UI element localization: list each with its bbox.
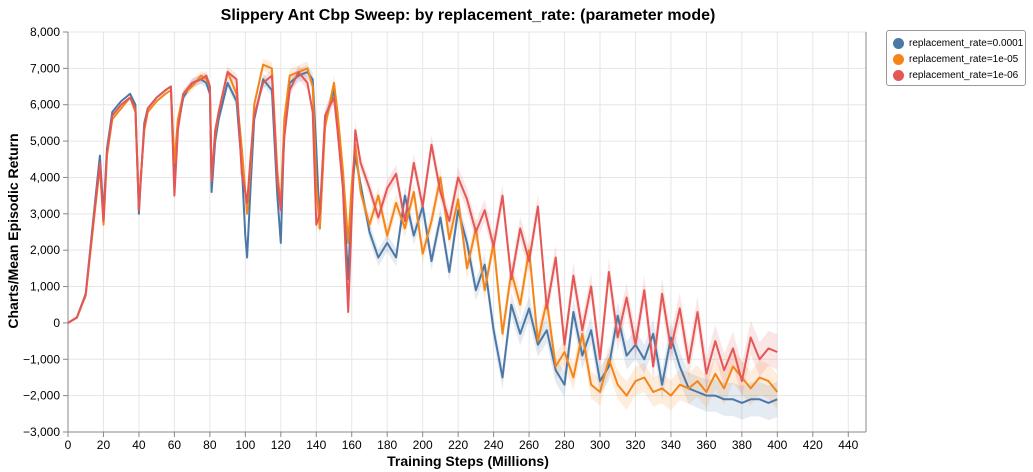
legend-label: replacement_rate=1e-06 (909, 69, 1019, 81)
x-axis-title: Training Steps (Millions) (387, 453, 549, 469)
x-tick-label: 0 (65, 438, 72, 452)
x-tick-label: 60 (168, 438, 182, 452)
legend-item[interactable]: replacement_rate=1e-06 (893, 67, 1018, 83)
y-tick-label: −3,000 (23, 425, 60, 439)
x-tick-label: 200 (413, 438, 433, 452)
x-tick-label: 40 (132, 438, 146, 452)
y-tick-label: 2,000 (30, 243, 60, 257)
x-tick-label: 320 (625, 438, 645, 452)
x-tick-label: 180 (377, 438, 397, 452)
x-tick-label: 340 (661, 438, 681, 452)
y-tick-label: 6,000 (30, 98, 60, 112)
x-tick-label: 220 (448, 438, 468, 452)
legend: replacement_rate=0.0001 replacement_rate… (886, 30, 1026, 86)
legend-swatch (893, 53, 904, 65)
x-tick-label: 360 (696, 438, 716, 452)
x-tick-label: 440 (838, 438, 858, 452)
axes: 0 20 40 60 80 100 120 140 160 180 200 220 240 260 280 3… (23, 25, 867, 452)
legend-item[interactable]: replacement_rate=0.0001 (893, 35, 1023, 51)
y-tick-label: 3,000 (30, 207, 60, 221)
x-tick-label: 240 (484, 438, 504, 452)
y-axis-title: Charts/Mean Episodic Return (5, 133, 21, 328)
x-tick-label: 80 (203, 438, 217, 452)
y-tick-label: 1,000 (30, 280, 60, 294)
x-tick-label: 140 (306, 438, 326, 452)
x-tick-label: 280 (555, 438, 575, 452)
legend-swatch (893, 37, 904, 49)
y-tick-label: 0 (53, 316, 60, 330)
x-tick-label: 300 (590, 438, 610, 452)
x-tick-label: 380 (732, 438, 752, 452)
y-tick-label: 4,000 (30, 170, 60, 184)
legend-label: replacement_rate=1e-05 (909, 53, 1019, 65)
y-tick-label: −2,000 (23, 389, 60, 403)
x-tick-label: 100 (235, 438, 255, 452)
x-tick-label: 260 (519, 438, 539, 452)
grid (67, 31, 866, 433)
x-tick-label: 120 (271, 438, 291, 452)
series-lines (67, 63, 779, 404)
y-tick-label: 5,000 (30, 134, 60, 148)
series-band-1 (68, 65, 778, 421)
y-tick-label: −1,000 (23, 352, 60, 366)
series-line-2 (67, 63, 779, 397)
legend-label: replacement_rate=0.0001 (909, 37, 1024, 49)
x-tick-label: 400 (767, 438, 787, 452)
y-tick-label: 8,000 (30, 25, 60, 39)
chart-title: Slippery Ant Cbp Sweep: by replacement_r… (221, 7, 716, 24)
legend-item[interactable]: replacement_rate=1e-05 (893, 51, 1018, 67)
confidence-bands (68, 58, 778, 421)
x-tick-label: 20 (97, 438, 111, 452)
legend-swatch (893, 69, 904, 81)
y-tick-label: 7,000 (30, 61, 60, 75)
x-tick-label: 160 (342, 438, 362, 452)
series-line-3 (67, 71, 778, 383)
series-band-3 (68, 65, 778, 398)
x-tick-label: 420 (803, 438, 823, 452)
